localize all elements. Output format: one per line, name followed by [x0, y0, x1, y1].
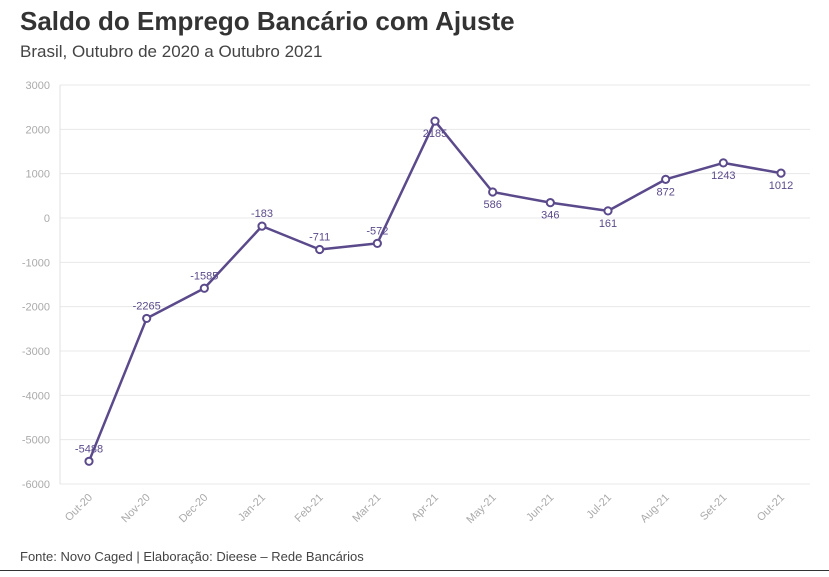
data-label: 586	[483, 199, 501, 211]
data-label: 1243	[711, 170, 735, 182]
data-point	[488, 187, 498, 197]
x-tick-label: Out-21	[755, 492, 787, 524]
data-label: -2265	[133, 300, 161, 312]
data-label: -572	[366, 225, 388, 237]
x-tick-label: Nov-20	[119, 492, 153, 526]
x-tick-label: Feb-21	[293, 492, 326, 525]
data-label: 2185	[423, 128, 447, 140]
y-tick-label: -6000	[22, 479, 50, 491]
data-label: -1585	[190, 270, 218, 282]
y-tick-label: 3000	[26, 80, 50, 92]
data-point	[257, 221, 267, 231]
x-tick-label: Dec-20	[177, 492, 211, 526]
line-chart: -6000 -5000 -4000 -3000 -2000 -1000 0 1000 2000 3…	[22, 80, 810, 526]
data-label: -5488	[75, 443, 103, 455]
x-tick-label: May-21	[464, 492, 498, 526]
data-label: -711	[309, 232, 330, 244]
x-tick-label: Jan-21	[236, 492, 268, 524]
y-tick-label: -2000	[22, 302, 50, 314]
data-label: -183	[251, 208, 273, 220]
data-point	[372, 238, 382, 248]
data-point	[430, 116, 440, 126]
data-point	[199, 283, 209, 293]
x-tick-label: Mar-21	[350, 492, 383, 525]
x-tick-label: Out-20	[63, 492, 95, 524]
data-labels: -5488 -2265 -1585 -183 -711 -572 2185 586 346 161…	[75, 128, 793, 455]
y-tick-label: -4000	[22, 390, 50, 402]
y-tick-label: 2000	[26, 124, 50, 136]
chart-subtitle: Brasil, Outubro de 2020 a Outubro 2021	[20, 42, 323, 61]
data-point	[603, 206, 613, 216]
x-tick-label: Aug-21	[638, 492, 672, 526]
x-tick-label: Apr-21	[409, 492, 441, 524]
chart-title: Saldo do Emprego Bancário com Ajuste	[20, 6, 515, 36]
data-point	[142, 313, 152, 324]
series-line-group	[87, 119, 782, 462]
y-tick-label: -3000	[22, 346, 50, 358]
bottom-border	[0, 570, 829, 571]
y-tick-label: 1000	[26, 169, 50, 181]
y-axis-ticks: -6000 -5000 -4000 -3000 -2000 -1000 0 1000 2000 3…	[22, 80, 50, 491]
data-label: 161	[599, 218, 617, 230]
x-tick-label: Jul-21	[584, 492, 614, 522]
y-tick-label: -5000	[22, 435, 50, 447]
data-point	[776, 168, 786, 178]
data-point	[661, 174, 671, 184]
data-point	[718, 158, 728, 168]
data-points	[84, 116, 786, 466]
data-point	[315, 244, 325, 255]
x-tick-label: Jun-21	[524, 492, 556, 524]
data-point	[545, 198, 555, 208]
data-label: 872	[656, 186, 674, 198]
data-label: 1012	[769, 180, 793, 192]
x-tick-label: Set-21	[698, 492, 729, 523]
y-tick-label: -1000	[22, 257, 50, 269]
x-axis-ticks: Out-20 Nov-20 Dec-20 Jan-21 Feb-21 Mar-21 Apr-…	[63, 492, 787, 526]
data-point	[84, 456, 94, 466]
series-line	[87, 119, 782, 462]
source-footer: Fonte: Novo Caged | Elaboração: Dieese –…	[20, 549, 364, 564]
y-tick-label: 0	[44, 213, 50, 225]
grid-lines	[59, 84, 810, 485]
data-label: 346	[541, 210, 559, 222]
